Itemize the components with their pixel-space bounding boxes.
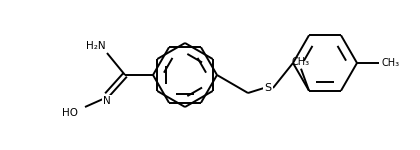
- Text: S: S: [265, 83, 272, 93]
- Text: CH₃: CH₃: [292, 57, 310, 67]
- Text: HO: HO: [62, 108, 78, 118]
- Text: N: N: [103, 96, 111, 106]
- Text: CH₃: CH₃: [381, 58, 399, 68]
- Text: H₂N: H₂N: [87, 41, 106, 51]
